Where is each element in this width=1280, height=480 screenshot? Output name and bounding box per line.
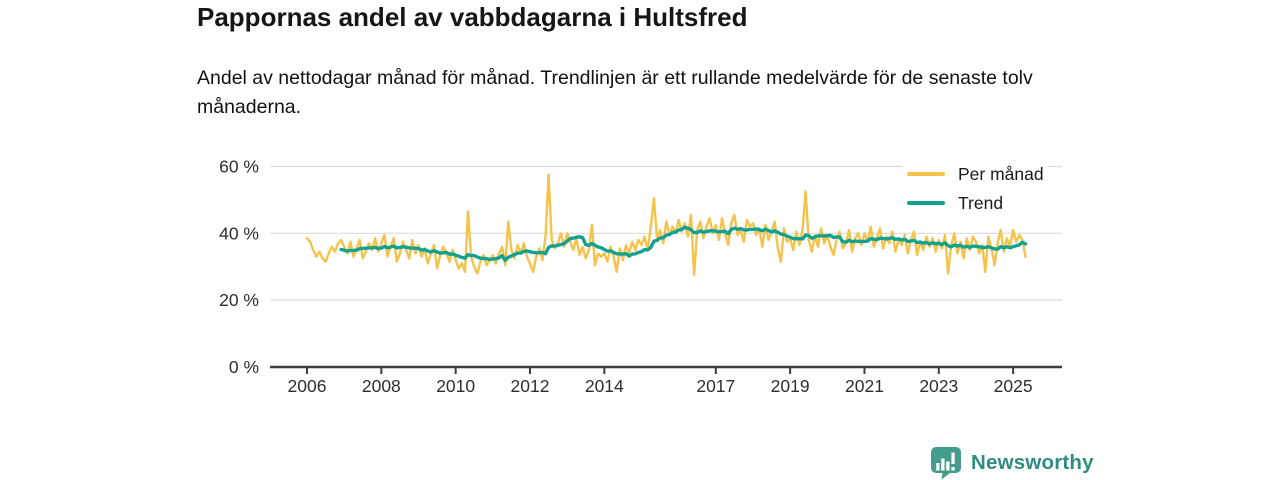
legend-item-trend[interactable]: Trend — [907, 191, 1044, 215]
legend-label: Per månad — [958, 163, 1044, 184]
x-axis-label-2014: 2014 — [585, 376, 624, 396]
x-axis-label-2017: 2017 — [696, 376, 735, 396]
newsworthy-brand[interactable]: Newsworthy — [930, 446, 1094, 480]
y-axis-label-0: 0 % — [229, 357, 259, 377]
x-axis-label-2021: 2021 — [845, 376, 884, 396]
y-axis-label-40: 40 % — [219, 223, 259, 243]
x-axis-label-2010: 2010 — [436, 376, 475, 396]
chart-subtitle: Andel av nettodagar månad för månad. Tre… — [197, 67, 1033, 118]
x-axis-label-2023: 2023 — [919, 376, 958, 396]
chart-legend: Per månad Trend — [903, 161, 1048, 216]
brand-name: Newsworthy — [971, 451, 1094, 474]
y-axis-label-60: 60 % — [219, 156, 259, 176]
legend-label: Trend — [958, 192, 1004, 213]
x-axis-label-2006: 2006 — [288, 376, 327, 396]
newsworthy-logo-icon — [931, 447, 961, 480]
legend-item-per-manad[interactable]: Per månad — [907, 162, 1044, 186]
x-axis-label-2019: 2019 — [771, 376, 810, 396]
x-axis-label-2025: 2025 — [994, 376, 1033, 396]
x-axis-label-2012: 2012 — [511, 376, 550, 396]
per-manad-swatch-icon — [907, 172, 945, 176]
trend-swatch-icon — [907, 201, 945, 205]
x-axis-label-2008: 2008 — [362, 376, 401, 396]
trend-line — [339, 225, 1028, 262]
chart-title: Pappornas andel av vabbdagarna i Hultsfr… — [197, 2, 748, 32]
y-axis-label-20: 20 % — [219, 290, 259, 310]
